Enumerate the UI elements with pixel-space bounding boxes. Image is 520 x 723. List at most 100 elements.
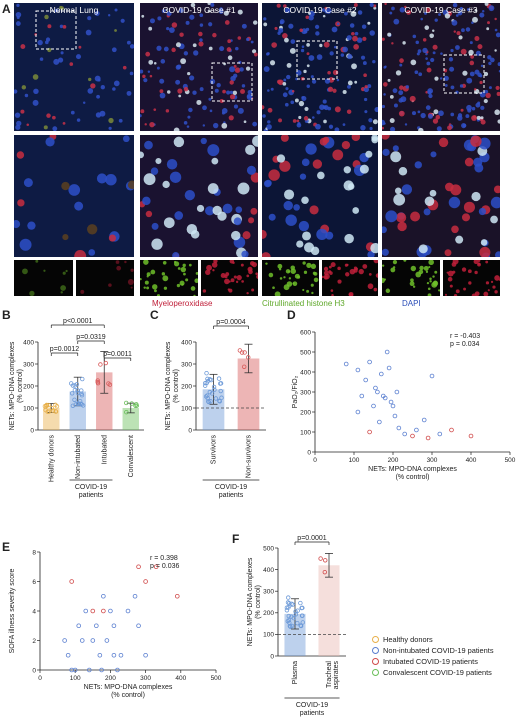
data-point [246, 355, 251, 360]
data-point [437, 431, 443, 437]
data-point [136, 623, 141, 629]
data-point [298, 623, 304, 629]
data-point [293, 612, 299, 617]
data-point [300, 613, 305, 618]
data-point [295, 608, 300, 613]
y-tick-label: 2 [32, 638, 36, 645]
data-point [237, 348, 243, 353]
y-tick-label: 100 [300, 429, 311, 436]
data-point [218, 388, 223, 394]
channel-mpo-2 [200, 260, 258, 296]
data-point [205, 393, 210, 398]
data-point [70, 383, 76, 388]
data-point [42, 404, 48, 409]
data-point [410, 433, 415, 439]
micrograph-overview-1: Normal Lung [14, 3, 134, 131]
data-point [94, 623, 99, 629]
micrograph-texture [382, 135, 500, 257]
x-tick-label: 0 [313, 457, 317, 464]
stain-mpo-label: Myeloperoxidase [152, 299, 213, 308]
y-tick-label: 100 [23, 405, 34, 412]
data-point [390, 403, 396, 409]
data-point [298, 623, 303, 628]
data-point [205, 395, 210, 401]
y-tick-label: 0 [270, 653, 274, 660]
correlation-annotation: r = 0.398 [150, 555, 178, 562]
category-label: aspirates [333, 661, 340, 690]
inset-box [296, 40, 338, 80]
y-axis-label: NETs: MPO-DNA complexes [247, 557, 254, 646]
bar [122, 408, 139, 430]
category-label: Plasma [292, 661, 299, 684]
x-axis-label: NETs: MPO-DNA complexes [84, 684, 173, 691]
data-point [99, 667, 104, 673]
data-point [44, 403, 50, 408]
data-point [286, 618, 292, 623]
bar [318, 565, 340, 656]
y-tick-label: 0 [30, 427, 34, 434]
x-tick-label: 400 [466, 457, 477, 464]
data-point [46, 409, 52, 414]
data-point [293, 609, 298, 614]
correlation-annotation: p = 0.034 [450, 341, 479, 348]
data-point [318, 556, 323, 561]
data-point [414, 427, 419, 433]
category-label: Non-survivors [246, 435, 253, 479]
y-axis-label: PaO₂/FiO₂ [292, 375, 299, 408]
micrograph-texture [79, 260, 134, 294]
data-point [83, 608, 89, 614]
y-tick-label: 500 [263, 545, 274, 552]
y-tick-label: 0 [307, 449, 311, 456]
stain-h3-label: Citrullinated histone H3 [262, 299, 345, 308]
data-point [241, 364, 247, 369]
data-point [205, 376, 210, 382]
legend-item: Intubated COVID-19 patients [372, 656, 520, 667]
data-point [289, 623, 295, 629]
micrograph-zoom-4 [382, 135, 500, 257]
data-point [108, 608, 113, 614]
data-point [143, 652, 148, 658]
micrograph-overview-3: COVID-19 Case #2 [262, 3, 378, 131]
channel-mpo-3 [321, 260, 378, 296]
data-point [103, 360, 109, 366]
data-point [298, 600, 303, 606]
category-label: Healthy donors [48, 435, 55, 483]
data-point [72, 387, 78, 393]
micrograph-texture [262, 3, 378, 131]
legend-item: Healthy donors [372, 634, 520, 645]
x-tick-label: 200 [105, 675, 116, 682]
category-label: Intubated [101, 435, 108, 464]
data-point [49, 405, 55, 411]
group-label: patients [219, 492, 244, 499]
micrograph-texture [202, 260, 258, 295]
chart-f: 0 100 200 300 400 500 NETs: MPO-DNA complexes(… [247, 535, 346, 717]
data-point [377, 419, 382, 425]
legend-marker [372, 647, 379, 654]
data-point [208, 399, 213, 404]
data-point [382, 395, 388, 401]
data-point [367, 429, 372, 435]
data-point [217, 399, 222, 404]
data-point [132, 593, 138, 599]
data-point [286, 613, 291, 619]
panel-d-letter: D [287, 308, 296, 322]
data-point [355, 409, 361, 415]
data-point [287, 620, 292, 625]
data-point [284, 605, 290, 610]
data-point [449, 427, 454, 433]
y-tick-label: 400 [23, 339, 34, 346]
legend-label: Healthy donors [383, 635, 433, 644]
data-point [299, 605, 304, 611]
channel-h3-3 [262, 260, 319, 296]
correlation-annotation: r = -0.403 [450, 333, 480, 340]
micrograph-texture [321, 260, 378, 296]
channel-h3-2 [140, 260, 198, 296]
data-point [323, 558, 328, 563]
data-point [75, 390, 81, 396]
x-axis-label: (% control) [396, 474, 430, 481]
x-tick-label: 500 [505, 457, 516, 464]
data-point [421, 417, 427, 423]
data-point [284, 608, 290, 613]
y-tick-label: 300 [23, 361, 34, 368]
column-label: COVID-19 Case #1 [162, 5, 236, 15]
